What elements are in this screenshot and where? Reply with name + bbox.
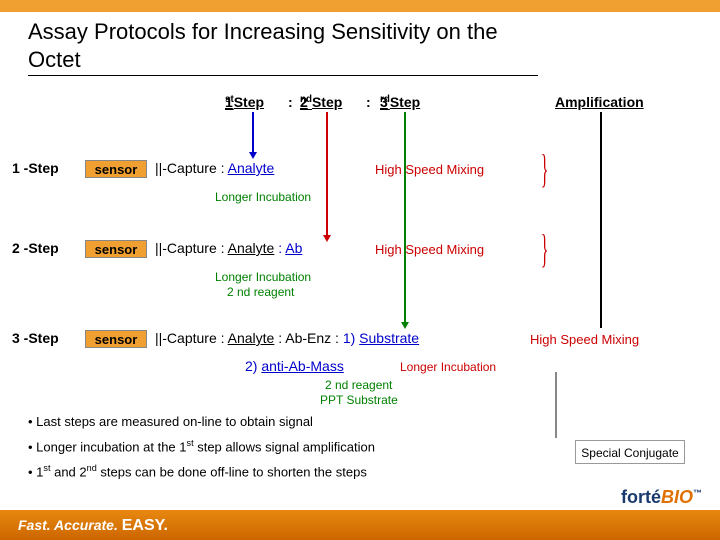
seq3-capture: ||-Capture : — [155, 330, 228, 346]
note-1: Longer Incubation — [215, 190, 311, 204]
seq-2: ||-Capture : Analyte : Ab — [155, 240, 302, 256]
colon1: : — [288, 94, 293, 110]
colon2: : — [366, 94, 371, 110]
note-2a: Longer Incubation — [215, 270, 311, 284]
hsm-2: High Speed Mixing — [375, 242, 484, 257]
page-title: Assay Protocols for Increasing Sensitivi… — [28, 18, 538, 76]
seq2-capture: ||-Capture : — [155, 240, 228, 256]
seq1-analyte: Analyte — [228, 160, 275, 176]
seq-3b: 2) anti-Ab-Mass — [245, 358, 344, 374]
note-3-2r: 2 nd reagent — [325, 378, 392, 392]
seq1-capture: ||-Capture : — [155, 160, 228, 176]
bullet-3: • 1st and 2nd steps can be done off-line… — [28, 460, 375, 485]
header-amplification: Amplification — [555, 94, 644, 110]
label-1step: 1 -Step — [12, 160, 59, 176]
seq3b-mass: anti-Ab-Mass — [261, 358, 343, 374]
note-3-ppt: PPT Substrate — [320, 393, 398, 407]
note-3li: Longer Incubation — [400, 360, 496, 374]
seq3-analyte: Analyte — [228, 330, 275, 346]
bullet-2: • Longer incubation at the 1st step allo… — [28, 435, 375, 460]
seq-1: ||-Capture : Analyte — [155, 160, 274, 176]
seq3-substrate: Substrate — [359, 330, 419, 346]
hsm-3: High Speed Mixing — [530, 332, 639, 347]
seq3-subnum: 1) — [343, 330, 359, 346]
seq3b-num: 2) — [245, 358, 261, 374]
sensor-2: sensor — [85, 240, 147, 258]
header-step3: 3rd Step — [380, 94, 390, 111]
tagline: Fast. Accurate. EASY. — [18, 517, 168, 535]
seq3-abenz: : Ab-Enz : — [274, 330, 342, 346]
seq-3: ||-Capture : Analyte : Ab-Enz : 1) Subst… — [155, 330, 419, 346]
seq2-analyte: Analyte — [228, 240, 275, 256]
label-3step: 3 -Step — [12, 330, 59, 346]
logo: fortéBIO™ — [621, 487, 702, 508]
curly-2: } — [541, 225, 549, 272]
note-2b: 2 nd reagent — [227, 285, 294, 299]
bullet-1: • Last steps are measured on-line to obt… — [28, 410, 375, 435]
seq2-ab: : Ab — [274, 240, 302, 256]
sensor-1: sensor — [85, 160, 147, 178]
hsm-1: High Speed Mixing — [375, 162, 484, 177]
header-step2: 2nd Step — [300, 94, 312, 111]
header-step1: 1st Step — [225, 94, 234, 111]
sensor-3: sensor — [85, 330, 147, 348]
top-orange-bar — [0, 0, 720, 12]
label-2step: 2 -Step — [12, 240, 59, 256]
special-conjugate-box: Special Conjugate — [575, 440, 685, 464]
bullet-list: • Last steps are measured on-line to obt… — [28, 410, 375, 485]
curly-1: } — [541, 145, 549, 192]
